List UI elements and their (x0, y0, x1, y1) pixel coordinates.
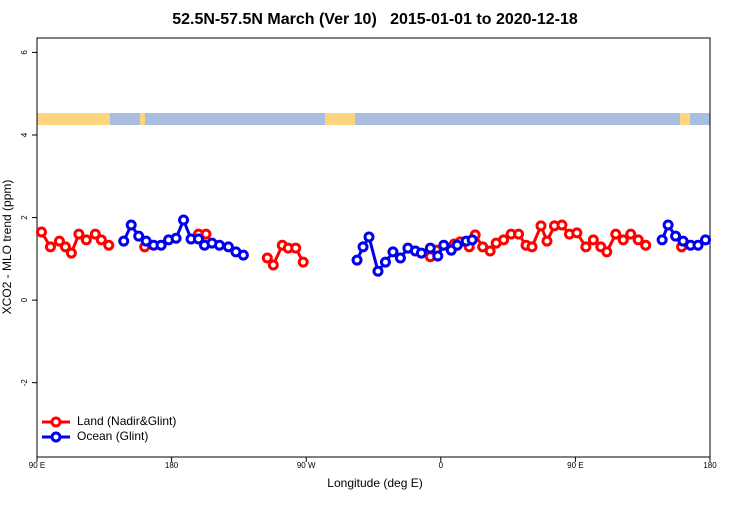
y-tick-label: 0 (20, 297, 29, 302)
legend-marker (50, 416, 62, 428)
data-point (625, 228, 637, 240)
data-point (571, 227, 583, 239)
map-strip (37, 113, 710, 125)
data-point (35, 226, 47, 238)
y-tick-label: 2 (20, 215, 29, 220)
legend-marker (50, 431, 62, 443)
data-point (44, 241, 56, 253)
y-tick-label: 4 (20, 132, 29, 137)
data-point (213, 239, 225, 251)
x-tick-label: 90 E (567, 461, 583, 470)
x-tick-label: 0 (439, 461, 444, 470)
data-point (95, 234, 107, 246)
data-point (535, 220, 547, 232)
data-point (662, 219, 674, 231)
data-point (170, 232, 182, 244)
y-axis-label: XCO2 - MLO trend (ppm) (0, 180, 14, 315)
data-point (692, 239, 704, 251)
data-point (617, 234, 629, 246)
y-tick-label: 6 (20, 50, 29, 55)
data-point (118, 235, 130, 247)
data-point (379, 256, 391, 268)
plot-frame (36, 37, 711, 458)
ocean-strip (690, 113, 710, 125)
ocean-strip (355, 113, 680, 125)
data-point (357, 241, 369, 253)
data-point (237, 249, 249, 261)
data-point (541, 235, 553, 247)
data-point (670, 230, 682, 242)
data-point (415, 247, 427, 259)
data-point (601, 246, 613, 258)
legend-label: Land (Nadir&Glint) (77, 414, 176, 428)
data-point (587, 234, 599, 246)
data-point (59, 241, 71, 253)
data-point (200, 228, 212, 240)
data-point (155, 239, 167, 251)
data-point (351, 254, 363, 266)
data-point (432, 250, 444, 262)
data-point (656, 234, 668, 246)
x-axis-label: Longitude (deg E) (327, 476, 422, 490)
data-point (484, 245, 496, 257)
data-point (387, 246, 399, 258)
data-point (498, 234, 510, 246)
data-point (125, 219, 137, 231)
x-tick-label: 90 E (29, 461, 45, 470)
data-point (394, 252, 406, 264)
x-tick-label: 180 (165, 461, 179, 470)
data-point (372, 265, 384, 277)
data-point (73, 228, 85, 240)
data-point (267, 259, 279, 271)
data-point (700, 234, 712, 246)
data-point (466, 234, 478, 246)
y-tick-label: -2 (20, 379, 29, 387)
data-point (526, 241, 538, 253)
data-point (290, 242, 302, 254)
data-point (632, 234, 644, 246)
data-point (610, 228, 622, 240)
data-point (80, 234, 92, 246)
ocean-strip (110, 113, 140, 125)
data-point (103, 239, 115, 251)
data-point (451, 239, 463, 251)
x-tick-label: 180 (703, 461, 717, 470)
data-point (178, 214, 190, 226)
data-point (65, 247, 77, 259)
ocean-strip (145, 113, 325, 125)
legend-label: Ocean (Glint) (77, 429, 148, 443)
data-point (556, 219, 568, 231)
data-point (261, 252, 273, 264)
data-point (424, 242, 436, 254)
data-point (580, 241, 592, 253)
data-point (640, 239, 652, 251)
data-point (363, 231, 375, 243)
data-point (133, 230, 145, 242)
x-tick-label: 90 W (297, 461, 316, 470)
data-point (438, 239, 450, 251)
data-point (193, 233, 205, 245)
legend: Land (Nadir&Glint)Ocean (Glint) (42, 414, 176, 443)
data-point (222, 241, 234, 253)
data-point (297, 256, 309, 268)
data-point (513, 228, 525, 240)
chart-title: 52.5N-57.5N March (Ver 10) 2015-01-01 to… (172, 11, 578, 28)
